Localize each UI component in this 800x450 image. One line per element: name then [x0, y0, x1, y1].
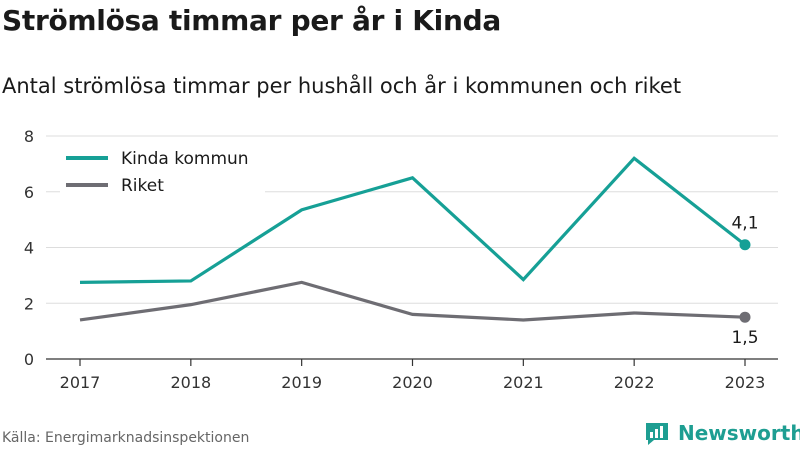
y-tick-label: 6 — [24, 183, 34, 202]
x-tick-label: 2022 — [614, 373, 655, 392]
series-line-kinda — [79, 156, 746, 284]
legend-label: Kinda kommun — [121, 149, 249, 169]
x-tick-label: 2023 — [725, 373, 766, 392]
data-label-riket: 1,5 — [731, 328, 758, 348]
y-tick-label: 4 — [24, 239, 34, 258]
chart-title: Strömlösa timmar per år i Kinda — [2, 4, 501, 37]
series-line-riket — [79, 280, 746, 322]
y-tick-label: 2 — [24, 294, 34, 313]
newsworthy-logo-icon — [646, 423, 668, 445]
x-tick-label: 2020 — [392, 373, 433, 392]
source-note: Källa: Energimarknadsinspektionen — [2, 430, 250, 446]
y-tick-label: 0 — [24, 350, 34, 369]
y-tick-label: 8 — [24, 127, 34, 146]
brand-name: Newsworthy — [678, 421, 800, 445]
series-point-kinda — [739, 239, 751, 251]
brand-logo: Newsworthy — [644, 420, 800, 446]
x-tick-label: 2018 — [170, 373, 211, 392]
x-tick-label: 2021 — [503, 373, 544, 392]
legend-label: Riket — [121, 176, 164, 196]
data-label-kinda: 4,1 — [731, 214, 758, 234]
x-tick-label: 2019 — [281, 373, 322, 392]
chart-subtitle: Antal strömlösa timmar per hushåll och å… — [2, 74, 682, 98]
x-tick-label: 2017 — [60, 373, 101, 392]
series-point-riket — [739, 311, 751, 323]
